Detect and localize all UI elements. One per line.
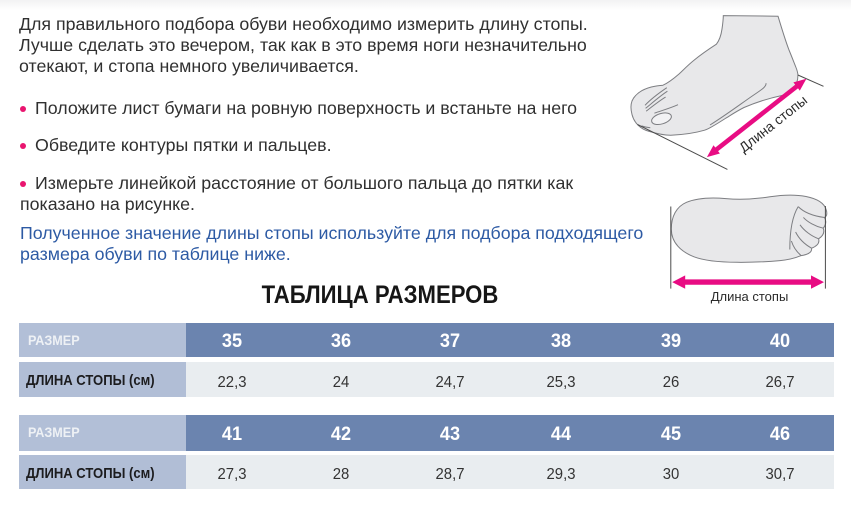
svg-text:Длина стопы: Длина стопы <box>711 289 789 304</box>
